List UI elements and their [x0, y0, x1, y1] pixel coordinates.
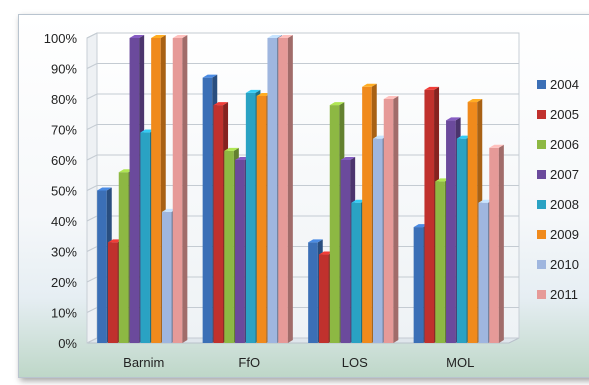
x-axis-category-labels: Barnim FfO LOS MOL: [123, 355, 474, 370]
legend-item-2009: 2009: [537, 227, 579, 242]
legend-swatch: [537, 80, 546, 89]
legend-item-2007: 2007: [537, 167, 579, 182]
legend-swatch: [537, 140, 546, 149]
gridline: [86, 63, 519, 69]
y-tick-label: 60%: [51, 153, 77, 168]
bar-2011-FfO: [278, 35, 293, 343]
y-tick-label: 0%: [58, 336, 77, 351]
gridline: [86, 32, 519, 39]
y-tick-label: 90%: [51, 62, 77, 77]
gridline: [86, 93, 519, 100]
legend-swatch: [537, 230, 546, 239]
y-tick-label: 40%: [51, 214, 77, 229]
bar-2011-Barnim: [172, 35, 188, 343]
y-tick-label: 70%: [51, 123, 77, 138]
chart-frame: 0% 10% 20% 30% 40% 50% 60% 70% 80% 90% 100% Barnim…: [18, 14, 589, 378]
x-category-label: LOS: [342, 355, 368, 370]
legend-item-2006: 2006: [537, 137, 579, 152]
legend: 2004 2005 2006 2007 2008 2009 2010 2011: [537, 77, 579, 302]
x-category-label: FfO: [238, 355, 260, 370]
legend-label: 2005: [550, 107, 579, 122]
legend-item-2004: 2004: [537, 77, 579, 92]
legend-label: 2008: [550, 197, 579, 212]
y-tick-label: 80%: [51, 92, 77, 107]
bar-series: [97, 35, 504, 344]
legend-label: 2009: [550, 227, 579, 242]
legend-label: 2006: [550, 137, 579, 152]
legend-item-2011: 2011: [537, 287, 578, 302]
legend-swatch: [537, 260, 546, 269]
x-category-label: Barnim: [123, 355, 164, 370]
y-axis-tick-labels: 0% 10% 20% 30% 40% 50% 60% 70% 80% 90% 100%: [44, 31, 78, 351]
legend-label: 2004: [550, 77, 579, 92]
bar-2011-MOL: [489, 144, 504, 343]
bar-chart: 0% 10% 20% 30% 40% 50% 60% 70% 80% 90% 100% Barnim…: [44, 31, 579, 370]
legend-swatch: [537, 110, 546, 119]
legend-swatch: [537, 290, 546, 299]
y-tick-label: 30%: [51, 245, 77, 260]
y-tick-label: 50%: [51, 184, 77, 199]
legend-label: 2007: [550, 167, 579, 182]
legend-swatch: [537, 200, 546, 209]
y-tick-label: 100%: [44, 31, 78, 46]
legend-item-2005: 2005: [537, 107, 579, 122]
bar-2011-LOS: [383, 96, 399, 343]
gridline: [86, 124, 519, 130]
legend-swatch: [537, 170, 546, 179]
y-tick-label: 20%: [51, 275, 77, 290]
legend-item-2010: 2010: [537, 257, 579, 272]
legend-label: 2011: [550, 287, 578, 302]
legend-label: 2010: [550, 257, 579, 272]
legend-item-2008: 2008: [537, 197, 579, 212]
y-tick-label: 10%: [51, 306, 77, 321]
x-category-label: MOL: [446, 355, 474, 370]
